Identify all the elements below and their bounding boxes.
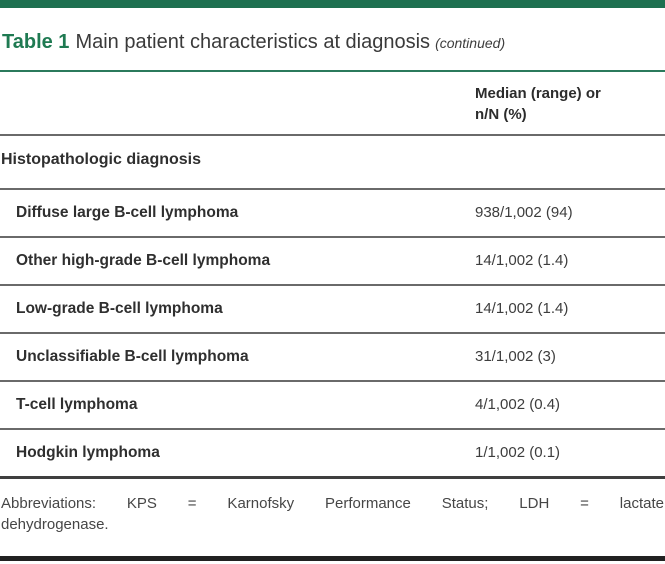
table-caption: Table 1 Main patient characteristics at d…	[0, 8, 665, 70]
table-row: Unclassifiable B-cell lymphoma 31/1,002 …	[0, 334, 665, 382]
row-label: T-cell lymphoma	[16, 396, 138, 413]
table-row: Low-grade B-cell lymphoma 14/1,002 (1.4)	[0, 286, 665, 334]
row-label: Other high-grade B-cell lymphoma	[16, 252, 271, 269]
table-title: Main patient characteristics at diagnosi…	[75, 31, 431, 53]
value-column-header-line2: n/N (%)	[475, 106, 527, 123]
footnote: Abbreviations: KPS = Karnofsky Performan…	[0, 479, 665, 535]
table-row: Other high-grade B-cell lymphoma 14/1,00…	[0, 238, 665, 286]
table-label: Table 1	[2, 31, 70, 53]
row-label: Hodgkin lymphoma	[16, 444, 160, 461]
row-label: Unclassifiable B-cell lymphoma	[16, 348, 249, 365]
bottom-border-bar	[0, 556, 665, 561]
row-value: 14/1,002 (1.4)	[475, 300, 569, 317]
row-label: Diffuse large B-cell lymphoma	[16, 204, 239, 221]
table-row: T-cell lymphoma 4/1,002 (0.4)	[0, 382, 665, 430]
section-header: Histopathologic diagnosis	[0, 136, 665, 190]
value-column-header: Median (range) or n/N (%)	[475, 72, 665, 125]
row-label: Low-grade B-cell lymphoma	[16, 300, 223, 317]
table-row: Hodgkin lymphoma 1/1,002 (0.1)	[0, 430, 665, 479]
footnote-line1: Abbreviations: KPS = Karnofsky Performan…	[1, 495, 664, 512]
top-accent-bar	[0, 0, 665, 8]
row-value: 938/1,002 (94)	[475, 204, 573, 221]
table-header-row: Median (range) or n/N (%)	[0, 72, 665, 136]
row-value: 4/1,002 (0.4)	[475, 396, 561, 413]
footnote-line2: dehydrogenase.	[1, 516, 109, 533]
row-value: 31/1,002 (3)	[475, 348, 556, 365]
row-value: 1/1,002 (0.1)	[475, 444, 561, 461]
table-row: Diffuse large B-cell lymphoma 938/1,002 …	[0, 190, 665, 238]
table-continued-note: (continued)	[435, 35, 506, 51]
value-column-header-line1: Median (range) or	[475, 85, 601, 102]
caption-divider-rule	[0, 70, 665, 72]
row-value: 14/1,002 (1.4)	[475, 252, 569, 269]
